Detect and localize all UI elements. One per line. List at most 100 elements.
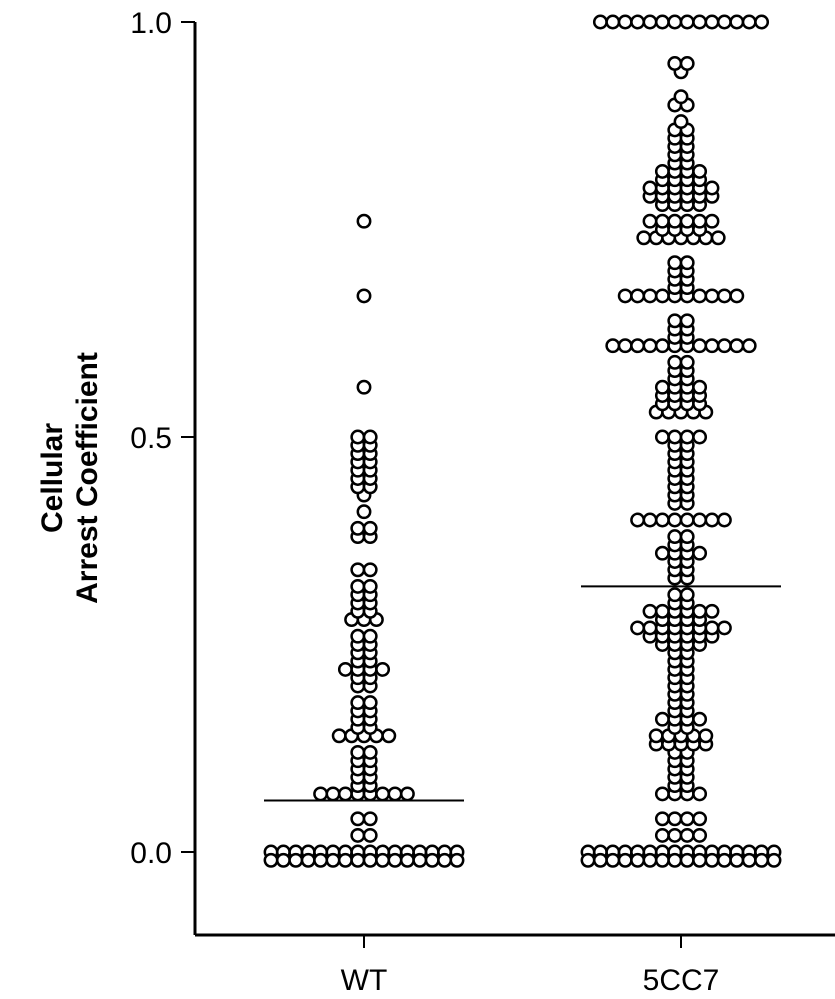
- data-point: [642, 512, 658, 528]
- data-point: [729, 14, 745, 30]
- data-point: [362, 695, 378, 711]
- data-point: [754, 14, 770, 30]
- data-point: [362, 744, 378, 760]
- data-point: [654, 786, 670, 802]
- mean-lines-layer: [264, 585, 781, 802]
- data-point: [679, 255, 695, 271]
- data-point: [362, 811, 378, 827]
- data-point: [325, 786, 341, 802]
- y-tick-label: 0.0: [130, 837, 172, 870]
- x-axis-ticks: WT 5CC7: [341, 935, 719, 997]
- data-point: [654, 163, 670, 179]
- data-point: [729, 852, 745, 868]
- data-point: [630, 852, 646, 868]
- data-point: [667, 587, 683, 603]
- data-point: [673, 114, 689, 130]
- data-point: [654, 338, 670, 354]
- data-point: [692, 429, 708, 445]
- data-point: [437, 852, 453, 868]
- data-point: [716, 620, 732, 636]
- data-point: [741, 14, 757, 30]
- data-point: [642, 14, 658, 30]
- data-point: [654, 811, 670, 827]
- data-point: [642, 288, 658, 304]
- data-point: [716, 14, 732, 30]
- data-point: [692, 288, 708, 304]
- data-point: [679, 429, 695, 445]
- data-point: [356, 379, 372, 395]
- data-point: [350, 578, 366, 594]
- data-point: [654, 429, 670, 445]
- data-point: [642, 852, 658, 868]
- data-point: [350, 744, 366, 760]
- data-point: [331, 728, 347, 744]
- data-point: [350, 520, 366, 536]
- data-point: [300, 852, 316, 868]
- data-point: [356, 288, 372, 304]
- data-point: [642, 620, 658, 636]
- data-point: [704, 852, 720, 868]
- data-point: [698, 728, 714, 744]
- data-point: [605, 338, 621, 354]
- data-point: [673, 89, 689, 105]
- data-point: [362, 827, 378, 843]
- data-point: [362, 520, 378, 536]
- data-point: [667, 213, 683, 229]
- data-point: [716, 512, 732, 528]
- data-point: [592, 852, 608, 868]
- data-point: [692, 14, 708, 30]
- data-point: [654, 14, 670, 30]
- data-point: [636, 230, 652, 246]
- data-point: [362, 578, 378, 594]
- data-point: [667, 354, 683, 370]
- data-point: [654, 827, 670, 843]
- data-point: [617, 14, 633, 30]
- data-point: [449, 852, 465, 868]
- data-point: [679, 529, 695, 545]
- data-point: [350, 811, 366, 827]
- data-point: [654, 379, 670, 395]
- data-point: [412, 852, 428, 868]
- data-point: [692, 852, 708, 868]
- data-point: [592, 14, 608, 30]
- data-point: [741, 338, 757, 354]
- data-point: [667, 429, 683, 445]
- data-point: [679, 587, 695, 603]
- data-point: [667, 56, 683, 71]
- data-point: [667, 827, 683, 843]
- data-point: [362, 628, 378, 644]
- data-point: [704, 213, 720, 229]
- data-point: [729, 288, 745, 304]
- data-point: [617, 288, 633, 304]
- data-point: [654, 213, 670, 229]
- data-point: [630, 512, 646, 528]
- data-point: [654, 545, 670, 561]
- x-category-label: WT: [341, 964, 388, 997]
- data-point: [362, 429, 378, 445]
- data-point: [617, 338, 633, 354]
- data-point: [679, 313, 695, 329]
- data-point: [350, 695, 366, 711]
- data-point: [399, 852, 415, 868]
- data-point: [704, 180, 720, 196]
- data-point: [692, 338, 708, 354]
- data-point: [337, 786, 353, 802]
- data-point: [350, 628, 366, 644]
- data-point: [667, 512, 683, 528]
- data-point: [654, 852, 670, 868]
- data-point: [667, 852, 683, 868]
- data-point: [679, 56, 695, 71]
- data-point: [692, 811, 708, 827]
- y-axis-label-line-1: Cellular: [36, 423, 69, 533]
- data-point: [313, 852, 329, 868]
- data-point: [424, 852, 440, 868]
- data-point: [667, 14, 683, 30]
- data-point: [630, 288, 646, 304]
- data-point: [275, 852, 291, 868]
- data-point: [630, 14, 646, 30]
- data-point: [642, 603, 658, 619]
- data-point: [679, 213, 695, 229]
- data-point: [704, 620, 720, 636]
- data-points-layer: [263, 14, 782, 868]
